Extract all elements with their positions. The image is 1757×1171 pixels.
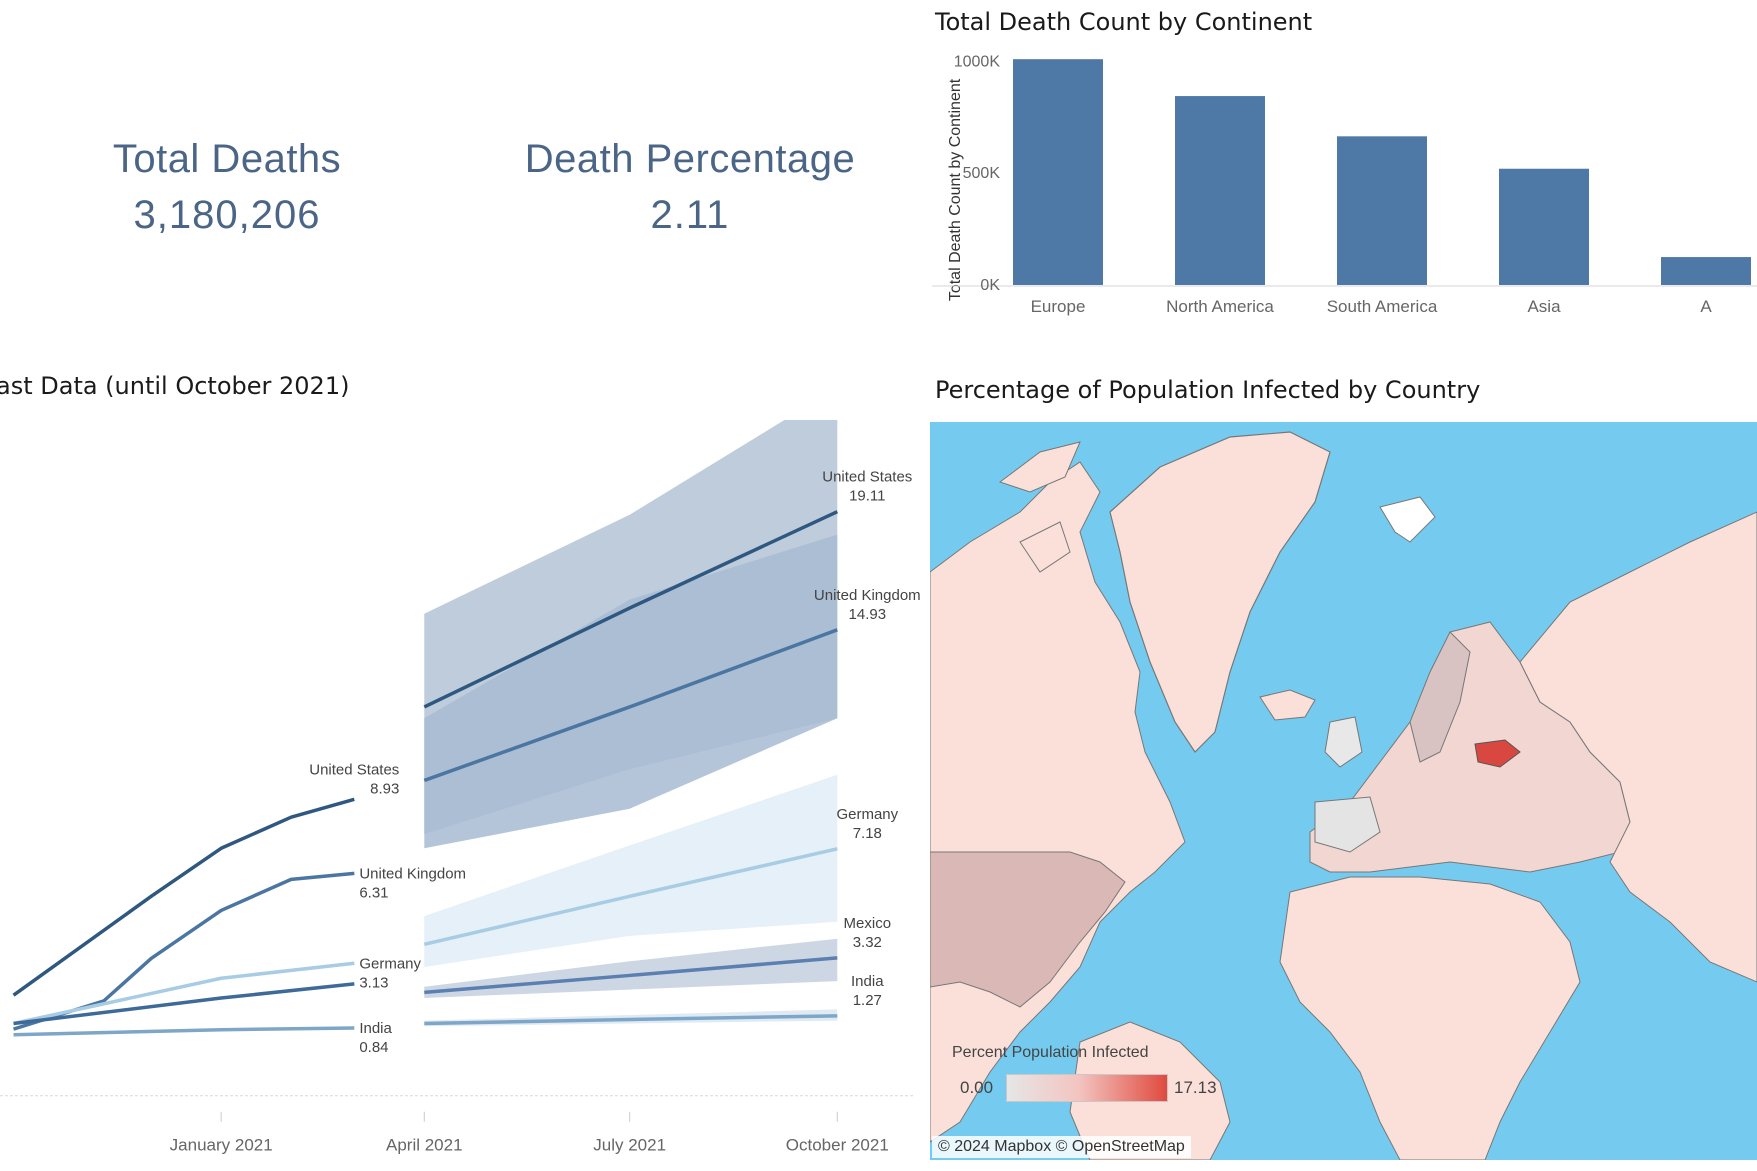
actual-label-united-states-value: 8.93 [370, 780, 399, 797]
actual-label-united-states-name: United States [309, 761, 399, 778]
bar-north-america[interactable] [1175, 96, 1265, 285]
kpi-total-deaths-value: 3,180,206 [133, 193, 321, 237]
bar-y-tick-label: 500K [963, 165, 1001, 182]
actual-label-united-kingdom-name: United Kingdom [359, 865, 466, 882]
kpi-death-percentage: Death Percentage 2.11 [490, 133, 890, 241]
bar-a[interactable] [1661, 257, 1751, 285]
kpi-death-percentage-value: 2.11 [650, 193, 730, 237]
map-legend: Percent Population Infected 0.00 17.13 [952, 1044, 1217, 1102]
forecast-line-united-kingdom[interactable] [423, 628, 838, 783]
forecast-label-mexico-value: 3.32 [853, 934, 882, 951]
kpi-death-percentage-label: Death Percentage [524, 137, 856, 181]
map-legend-row: 0.00 17.13 [960, 1074, 1217, 1104]
bar-y-tick-label: 1000K [954, 53, 1001, 70]
land-czechia[interactable] [1474, 739, 1521, 768]
bar-chart-title: Total Death Count by Continent [935, 8, 1313, 36]
map-legend-gradient [1006, 1074, 1168, 1102]
kpi-total-deaths: Total Deaths 3,180,206 [62, 133, 392, 241]
actual-line-united-states[interactable] [12, 797, 355, 997]
map-legend-title: Percent Population Infected [952, 1044, 1149, 1061]
line-chart-title: ast Data (until October 2021) [0, 372, 350, 400]
land-africa [1279, 876, 1581, 1160]
bar-category-label: A [1700, 297, 1712, 316]
forecast-line-chart: United States 8.93 United States 19.11 Unite… [0, 420, 920, 1155]
actual-label-germany-name: Germany [359, 955, 421, 972]
bar-south-america[interactable] [1337, 136, 1427, 285]
land-greenland [1109, 431, 1331, 753]
bar-chart: Total Death Count by Continent 0K 500K 100… [932, 53, 1757, 316]
actual-label-india-name: India [359, 1020, 392, 1037]
bar-category-label: South America [1327, 297, 1438, 316]
forecast-line-india[interactable] [424, 1014, 838, 1026]
map-title: Percentage of Population Infected by Cou… [935, 376, 1481, 404]
actual-line-india[interactable] [13, 1026, 355, 1037]
actual-line-united-kingdom[interactable] [13, 871, 355, 1031]
x-tick-label: July 2021 [593, 1136, 666, 1155]
x-tick-label: October 2021 [786, 1136, 889, 1155]
forecast-label-india-value: 1.27 [853, 992, 882, 1009]
bar-europe[interactable] [1013, 59, 1103, 285]
bar-y-tick-label: 0K [980, 277, 1000, 294]
forecast-band-united-kingdom [424, 534, 838, 849]
land-asia [1519, 511, 1757, 983]
kpi-total-deaths-label: Total Deaths [112, 137, 342, 181]
bar-category-label: North America [1166, 297, 1274, 316]
world-map-shapes [930, 431, 1757, 1160]
map-legend-max: 17.13 [1174, 1078, 1217, 1097]
actual-label-united-kingdom-value: 6.31 [359, 884, 388, 901]
x-tick-label: January 2021 [170, 1136, 273, 1155]
forecast-label-united-states-name: United States [822, 469, 912, 486]
forecast-label-germany-value: 7.18 [853, 825, 882, 842]
actual-label-germany-value: 3.13 [359, 974, 388, 991]
land-british-isles [1324, 716, 1363, 768]
forecast-label-mexico-name: Mexico [844, 915, 892, 932]
forecast-label-united-states-value: 19.11 [849, 488, 885, 505]
forecast-label-united-kingdom-name: United Kingdom [814, 587, 920, 604]
infection-map[interactable]: Percent Population Infected 0.00 17.13 ©… [930, 422, 1757, 1160]
land-svalbard [1379, 496, 1436, 543]
map-legend-min: 0.00 [960, 1078, 994, 1097]
actual-line-germany[interactable] [13, 961, 355, 1026]
bar-y-axis-label: Total Death Count by Continent [947, 78, 964, 301]
forecast-label-india-name: India [851, 973, 884, 990]
land-iceland [1259, 689, 1316, 721]
bar-category-label: Europe [1031, 297, 1086, 316]
forecast-label-germany-name: Germany [836, 806, 898, 823]
land-scandinavia [1409, 631, 1471, 763]
bar-category-label: Asia [1527, 297, 1561, 316]
land-united-states [930, 851, 1126, 1008]
map-attribution[interactable]: © 2024 Mapbox © OpenStreetMap [932, 1136, 1191, 1158]
forecast-line-united-states[interactable] [423, 510, 839, 709]
forecast-label-united-kingdom-value: 14.93 [849, 606, 887, 623]
land-canada-islands [998, 441, 1081, 573]
forecast-line-germany[interactable] [423, 847, 838, 947]
bar-asia[interactable] [1499, 168, 1589, 285]
actual-line-series[interactable] [13, 982, 355, 1026]
forecast-line-mexico[interactable] [424, 956, 838, 995]
x-tick-label: April 2021 [386, 1136, 463, 1155]
actual-label-india-value: 0.84 [359, 1039, 388, 1056]
land-iberia [1314, 796, 1381, 853]
